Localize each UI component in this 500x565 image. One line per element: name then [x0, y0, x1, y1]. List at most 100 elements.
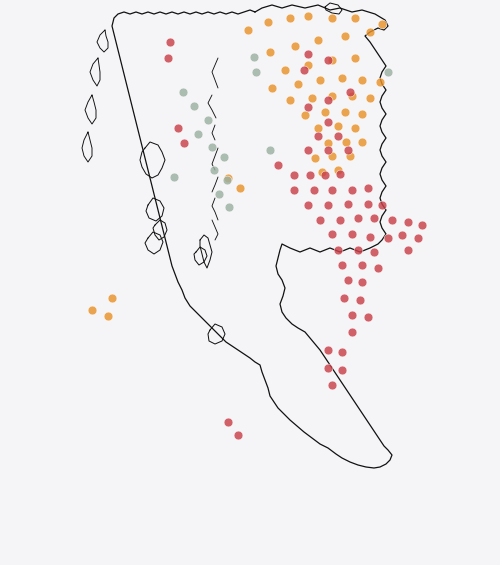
Point: [304, 11, 312, 20]
Point: [166, 37, 174, 46]
Point: [314, 36, 322, 45]
Point: [304, 102, 312, 111]
Point: [340, 293, 348, 302]
Point: [348, 328, 356, 337]
Point: [324, 345, 332, 354]
Point: [224, 418, 232, 427]
Point: [290, 185, 298, 194]
Point: [274, 160, 282, 170]
Point: [398, 231, 406, 240]
Point: [316, 76, 324, 85]
Point: [88, 306, 96, 315]
Point: [268, 84, 276, 93]
Point: [324, 138, 332, 147]
Point: [351, 124, 359, 133]
Point: [225, 202, 233, 211]
Point: [344, 145, 352, 154]
Point: [324, 118, 332, 127]
Point: [348, 229, 356, 238]
Point: [404, 245, 412, 254]
Point: [338, 366, 346, 375]
Point: [179, 88, 187, 97]
Point: [370, 247, 378, 257]
Point: [170, 172, 178, 181]
Point: [364, 312, 372, 321]
Point: [341, 107, 349, 116]
Point: [194, 129, 202, 138]
Point: [294, 80, 302, 89]
Point: [318, 167, 326, 176]
Point: [354, 214, 362, 223]
Point: [286, 14, 294, 23]
Point: [286, 95, 294, 105]
Point: [328, 229, 336, 238]
Point: [281, 66, 289, 75]
Point: [351, 54, 359, 63]
Point: [266, 145, 274, 154]
Point: [108, 293, 116, 302]
Point: [384, 233, 392, 242]
Point: [321, 171, 329, 180]
Point: [266, 47, 274, 56]
Point: [338, 347, 346, 357]
Point: [304, 201, 312, 210]
Point: [324, 201, 332, 210]
Point: [104, 311, 112, 320]
Point: [341, 32, 349, 41]
Point: [328, 380, 336, 389]
Point: [358, 137, 366, 146]
Point: [300, 66, 308, 75]
Point: [324, 55, 332, 64]
Point: [358, 277, 366, 286]
Point: [324, 95, 332, 105]
Point: [306, 171, 314, 180]
Point: [364, 199, 372, 208]
Point: [328, 14, 336, 23]
Point: [301, 111, 309, 120]
Point: [342, 137, 350, 146]
Point: [336, 215, 344, 224]
Point: [370, 214, 378, 223]
Point: [344, 276, 352, 285]
Point: [328, 92, 336, 101]
Point: [334, 121, 342, 131]
Point: [304, 60, 312, 69]
Point: [348, 92, 356, 101]
Point: [334, 132, 342, 141]
Point: [346, 151, 354, 160]
Point: [356, 295, 364, 305]
Point: [328, 185, 336, 194]
Point: [354, 245, 362, 254]
Point: [304, 145, 312, 154]
Point: [366, 28, 374, 37]
Point: [338, 73, 346, 82]
Point: [348, 185, 356, 194]
Point: [366, 232, 374, 241]
Point: [224, 173, 232, 182]
Point: [374, 263, 382, 272]
Point: [316, 215, 324, 224]
Point: [358, 76, 366, 85]
Point: [376, 77, 384, 86]
Point: [291, 41, 299, 50]
Point: [250, 53, 258, 62]
Point: [210, 166, 218, 175]
Point: [351, 14, 359, 23]
Point: [174, 124, 182, 133]
Point: [244, 25, 252, 34]
Point: [378, 201, 386, 210]
Point: [236, 184, 244, 193]
Point: [344, 199, 352, 208]
Point: [310, 185, 318, 194]
Point: [204, 115, 212, 124]
Point: [364, 184, 372, 193]
Point: [252, 67, 260, 76]
Point: [164, 54, 172, 63]
Point: [336, 170, 344, 179]
Point: [321, 107, 329, 116]
Point: [234, 431, 242, 440]
Point: [314, 124, 322, 133]
Point: [215, 189, 223, 198]
Point: [208, 142, 216, 151]
Point: [180, 138, 188, 147]
